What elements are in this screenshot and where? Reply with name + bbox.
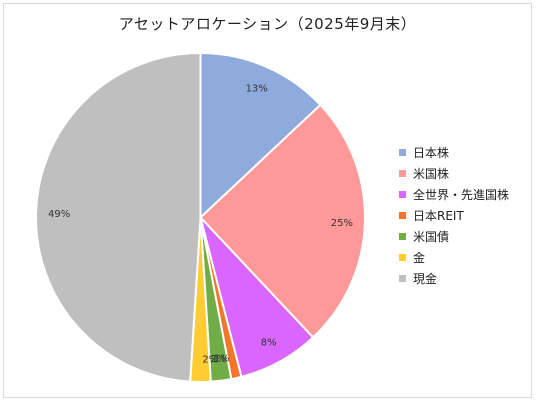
pie-data-labels: 13% 25% 8% 1%2%2% 49% [48,84,353,366]
data-label-5: 2% [210,354,226,365]
data-label-6: 2% [202,355,218,366]
legend-item-6: 金 [399,247,529,268]
chart-legend: 日本株米国株全世界・先進国株 日本REIT 米国債金現金 [399,142,529,289]
legend-swatch [399,170,406,177]
pie-slices [35,51,366,383]
legend-swatch [399,191,406,198]
data-label-3: 8% [261,337,277,348]
legend-item-2: 米国株 [399,163,529,184]
legend-swatch [399,149,406,156]
legend-item-5: 米国債 [399,226,529,247]
legend-label: 日本株 [413,146,450,160]
legend-item-1: 日本株 [399,142,529,163]
legend-label: 米国株 [413,167,450,181]
legend-label: 全世界・先進国株 [413,188,510,202]
legend-label: 現金 [413,272,438,286]
pie-chart: 13% 25% 8% 1%2%2% 49% [35,51,366,383]
legend-swatch [399,233,406,240]
legend-swatch [399,254,406,261]
legend-swatch [399,275,406,282]
legend-item-3: 全世界・先進国株 [399,184,529,205]
legend-label: 米国債 [413,230,450,244]
pie-slice-2 [199,103,366,339]
legend-label: 日本REIT [413,209,464,223]
pie-slice-7 [35,51,202,383]
data-label-4: 1% [214,353,230,364]
legend-item-4: 日本REIT [399,205,529,226]
legend-label: 金 [413,251,426,265]
pie-slice-1 [199,51,322,220]
chart-area: アセットアロケーション（2025年9月末） 13% 25% 8% 1% 2% 2% 49% … [3,3,532,398]
legend-swatch [399,212,406,219]
legend-item-7: 現金 [399,268,529,289]
data-label-2: 25% [331,218,353,229]
data-label-7: 49% [48,209,70,220]
chart-title: アセットアロケーション（2025年9月末） [118,15,417,33]
data-label-1: 13% [246,84,268,95]
